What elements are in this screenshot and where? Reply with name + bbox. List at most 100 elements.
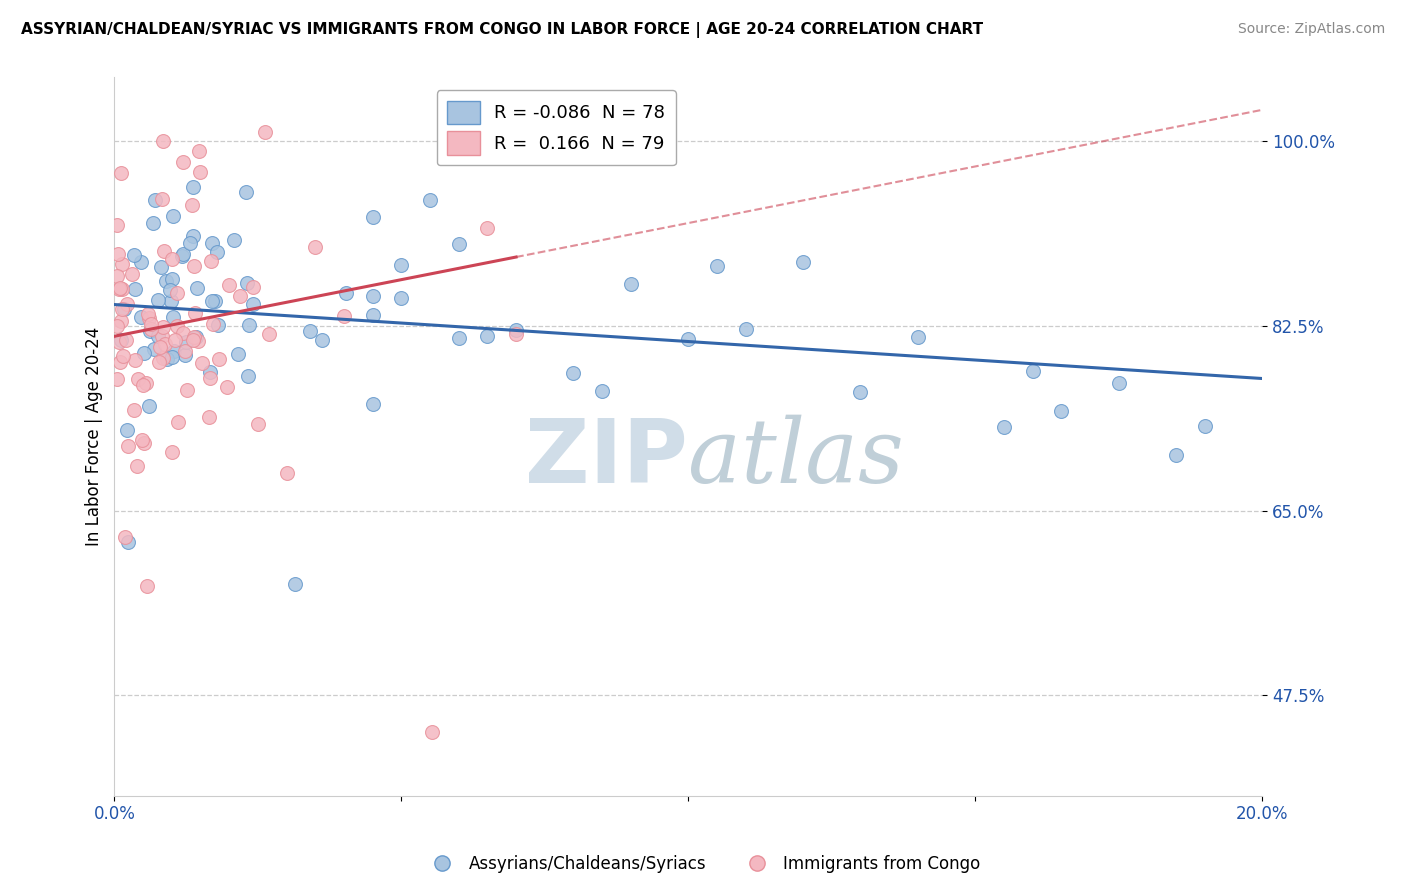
Point	[242, 280, 264, 294]
Point	[706, 259, 728, 273]
Point	[620, 277, 643, 291]
Point	[110, 314, 132, 328]
Point	[149, 340, 172, 354]
Point	[135, 376, 157, 390]
Point	[136, 579, 159, 593]
Point	[105, 218, 128, 232]
Point	[361, 308, 384, 322]
Point	[361, 210, 384, 224]
Point	[124, 353, 146, 368]
Point	[112, 301, 135, 316]
Point	[152, 320, 174, 334]
Point	[162, 310, 184, 325]
Point	[138, 399, 160, 413]
Point	[236, 368, 259, 383]
Point	[477, 329, 499, 343]
Point	[111, 302, 134, 317]
Text: Source: ZipAtlas.com: Source: ZipAtlas.com	[1237, 22, 1385, 37]
Point	[218, 277, 240, 292]
Point	[160, 252, 183, 266]
Point	[792, 255, 814, 269]
Point	[505, 323, 527, 337]
Point	[229, 288, 252, 302]
Point	[132, 435, 155, 450]
Point	[134, 346, 156, 360]
Point	[298, 324, 321, 338]
Point	[204, 293, 226, 308]
Point	[162, 209, 184, 223]
Point	[201, 293, 224, 308]
Point	[181, 180, 204, 194]
Point	[187, 145, 209, 159]
Point	[849, 385, 872, 400]
Point	[172, 155, 194, 169]
Point	[162, 444, 184, 458]
Point	[254, 125, 277, 139]
Point	[242, 297, 264, 311]
Point	[105, 318, 128, 333]
Point	[200, 370, 222, 384]
Text: ASSYRIAN/CHALDEAN/SYRIAC VS IMMIGRANTS FROM CONGO IN LABOR FORCE | AGE 20-24 COR: ASSYRIAN/CHALDEAN/SYRIAC VS IMMIGRANTS F…	[21, 22, 983, 38]
Point	[181, 334, 204, 348]
Point	[907, 330, 929, 344]
Point	[132, 377, 155, 392]
Point	[181, 229, 204, 244]
Legend: R = -0.086  N = 78, R =  0.166  N = 79: R = -0.086 N = 78, R = 0.166 N = 79	[436, 90, 676, 165]
Text: ZIP: ZIP	[526, 415, 688, 501]
Point	[422, 725, 444, 739]
Point	[304, 240, 326, 254]
Point	[447, 331, 470, 345]
Point	[149, 260, 172, 274]
Point	[208, 351, 231, 366]
Point	[142, 216, 165, 230]
Point	[215, 379, 238, 393]
Point	[993, 420, 1015, 434]
Point	[121, 267, 143, 281]
Y-axis label: In Labor Force | Age 20-24: In Labor Force | Age 20-24	[86, 327, 103, 546]
Point	[160, 293, 183, 308]
Point	[235, 186, 257, 200]
Point	[419, 193, 441, 207]
Point	[176, 334, 198, 349]
Point	[115, 423, 138, 437]
Point	[179, 236, 201, 251]
Point	[159, 283, 181, 297]
Point	[148, 355, 170, 369]
Point	[184, 306, 207, 320]
Point	[361, 289, 384, 303]
Point	[124, 248, 146, 262]
Point	[129, 310, 152, 324]
Point	[505, 327, 527, 342]
Point	[152, 134, 174, 148]
Point	[166, 285, 188, 300]
Point	[110, 165, 132, 179]
Point	[152, 351, 174, 365]
Point	[111, 349, 134, 363]
Point	[127, 458, 149, 473]
Point	[172, 249, 194, 263]
Point	[181, 198, 204, 212]
Point	[150, 328, 173, 343]
Point	[142, 343, 165, 357]
Point	[153, 244, 176, 258]
Point	[389, 258, 412, 272]
Point	[115, 334, 138, 348]
Point	[146, 329, 169, 343]
Point	[207, 245, 229, 260]
Point	[172, 247, 194, 261]
Point	[183, 259, 205, 273]
Point	[114, 530, 136, 544]
Point	[124, 282, 146, 296]
Point	[226, 347, 249, 361]
Point	[153, 336, 176, 351]
Text: atlas: atlas	[688, 415, 904, 501]
Point	[1194, 419, 1216, 434]
Point	[108, 282, 131, 296]
Point	[246, 417, 269, 431]
Point	[676, 332, 699, 346]
Point	[276, 466, 298, 480]
Point	[186, 334, 208, 348]
Point	[333, 310, 356, 324]
Point	[361, 397, 384, 411]
Point	[166, 415, 188, 429]
